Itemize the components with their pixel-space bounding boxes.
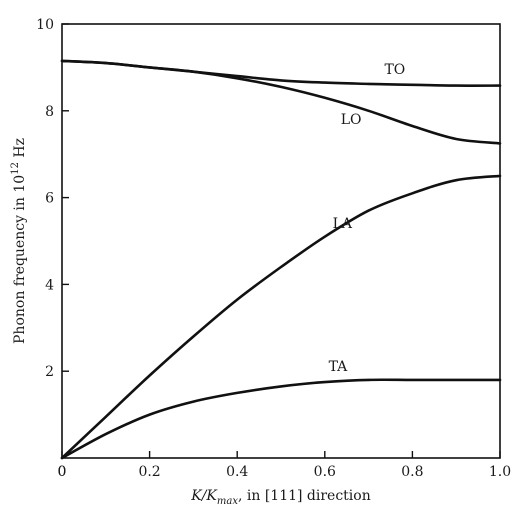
y-axis: 2 4 6 8 10 0 bbox=[36, 17, 69, 480]
curve-label-ta: TA bbox=[329, 359, 349, 375]
plot-frame bbox=[61, 23, 501, 459]
y-axis-title-part-2: Hz bbox=[12, 138, 28, 162]
series-line-ta bbox=[60, 378, 502, 460]
x-axis-title-subscript: max bbox=[217, 496, 238, 507]
x-tick-label: 0.6 bbox=[314, 464, 336, 480]
y-tick-label: 6 bbox=[45, 191, 54, 207]
y-tick-label: 8 bbox=[45, 104, 54, 120]
x-tick-label: 0.4 bbox=[226, 464, 248, 480]
curve-label-lo: LO bbox=[341, 112, 362, 128]
x-tick-label: 0.2 bbox=[138, 464, 160, 480]
x-tick-label: 1.0 bbox=[489, 464, 511, 480]
y-axis-title: Phonon frequency in 1012 Hz bbox=[10, 138, 28, 344]
series-line-lo bbox=[60, 59, 502, 145]
y-tick-label: 10 bbox=[36, 17, 54, 33]
y-tick-label: 2 bbox=[45, 364, 54, 380]
series-curves bbox=[60, 59, 502, 460]
y-axis-title-part-1: Phonon frequency in 10 bbox=[12, 175, 28, 344]
x-axis-title: K/Kmax, in [111] direction bbox=[190, 488, 370, 507]
series-line-la bbox=[60, 174, 502, 460]
curve-labels: TO LO LA TA bbox=[329, 62, 406, 375]
curve-label-la: LA bbox=[333, 216, 353, 232]
origin-label: 0 bbox=[58, 464, 67, 480]
x-axis-title-part-2: , in [111] direction bbox=[238, 488, 371, 504]
x-tick-label: 0 bbox=[58, 464, 67, 480]
y-axis-title-superscript: 12 bbox=[10, 162, 21, 175]
x-tick-label: 0.8 bbox=[401, 464, 423, 480]
x-axis-title-part-1: K/K bbox=[190, 488, 218, 504]
y-tick-label: 4 bbox=[45, 277, 54, 293]
x-axis: 0 0.2 0.4 0.6 0.8 1.0 bbox=[58, 451, 511, 480]
curve-label-to: TO bbox=[384, 62, 405, 78]
